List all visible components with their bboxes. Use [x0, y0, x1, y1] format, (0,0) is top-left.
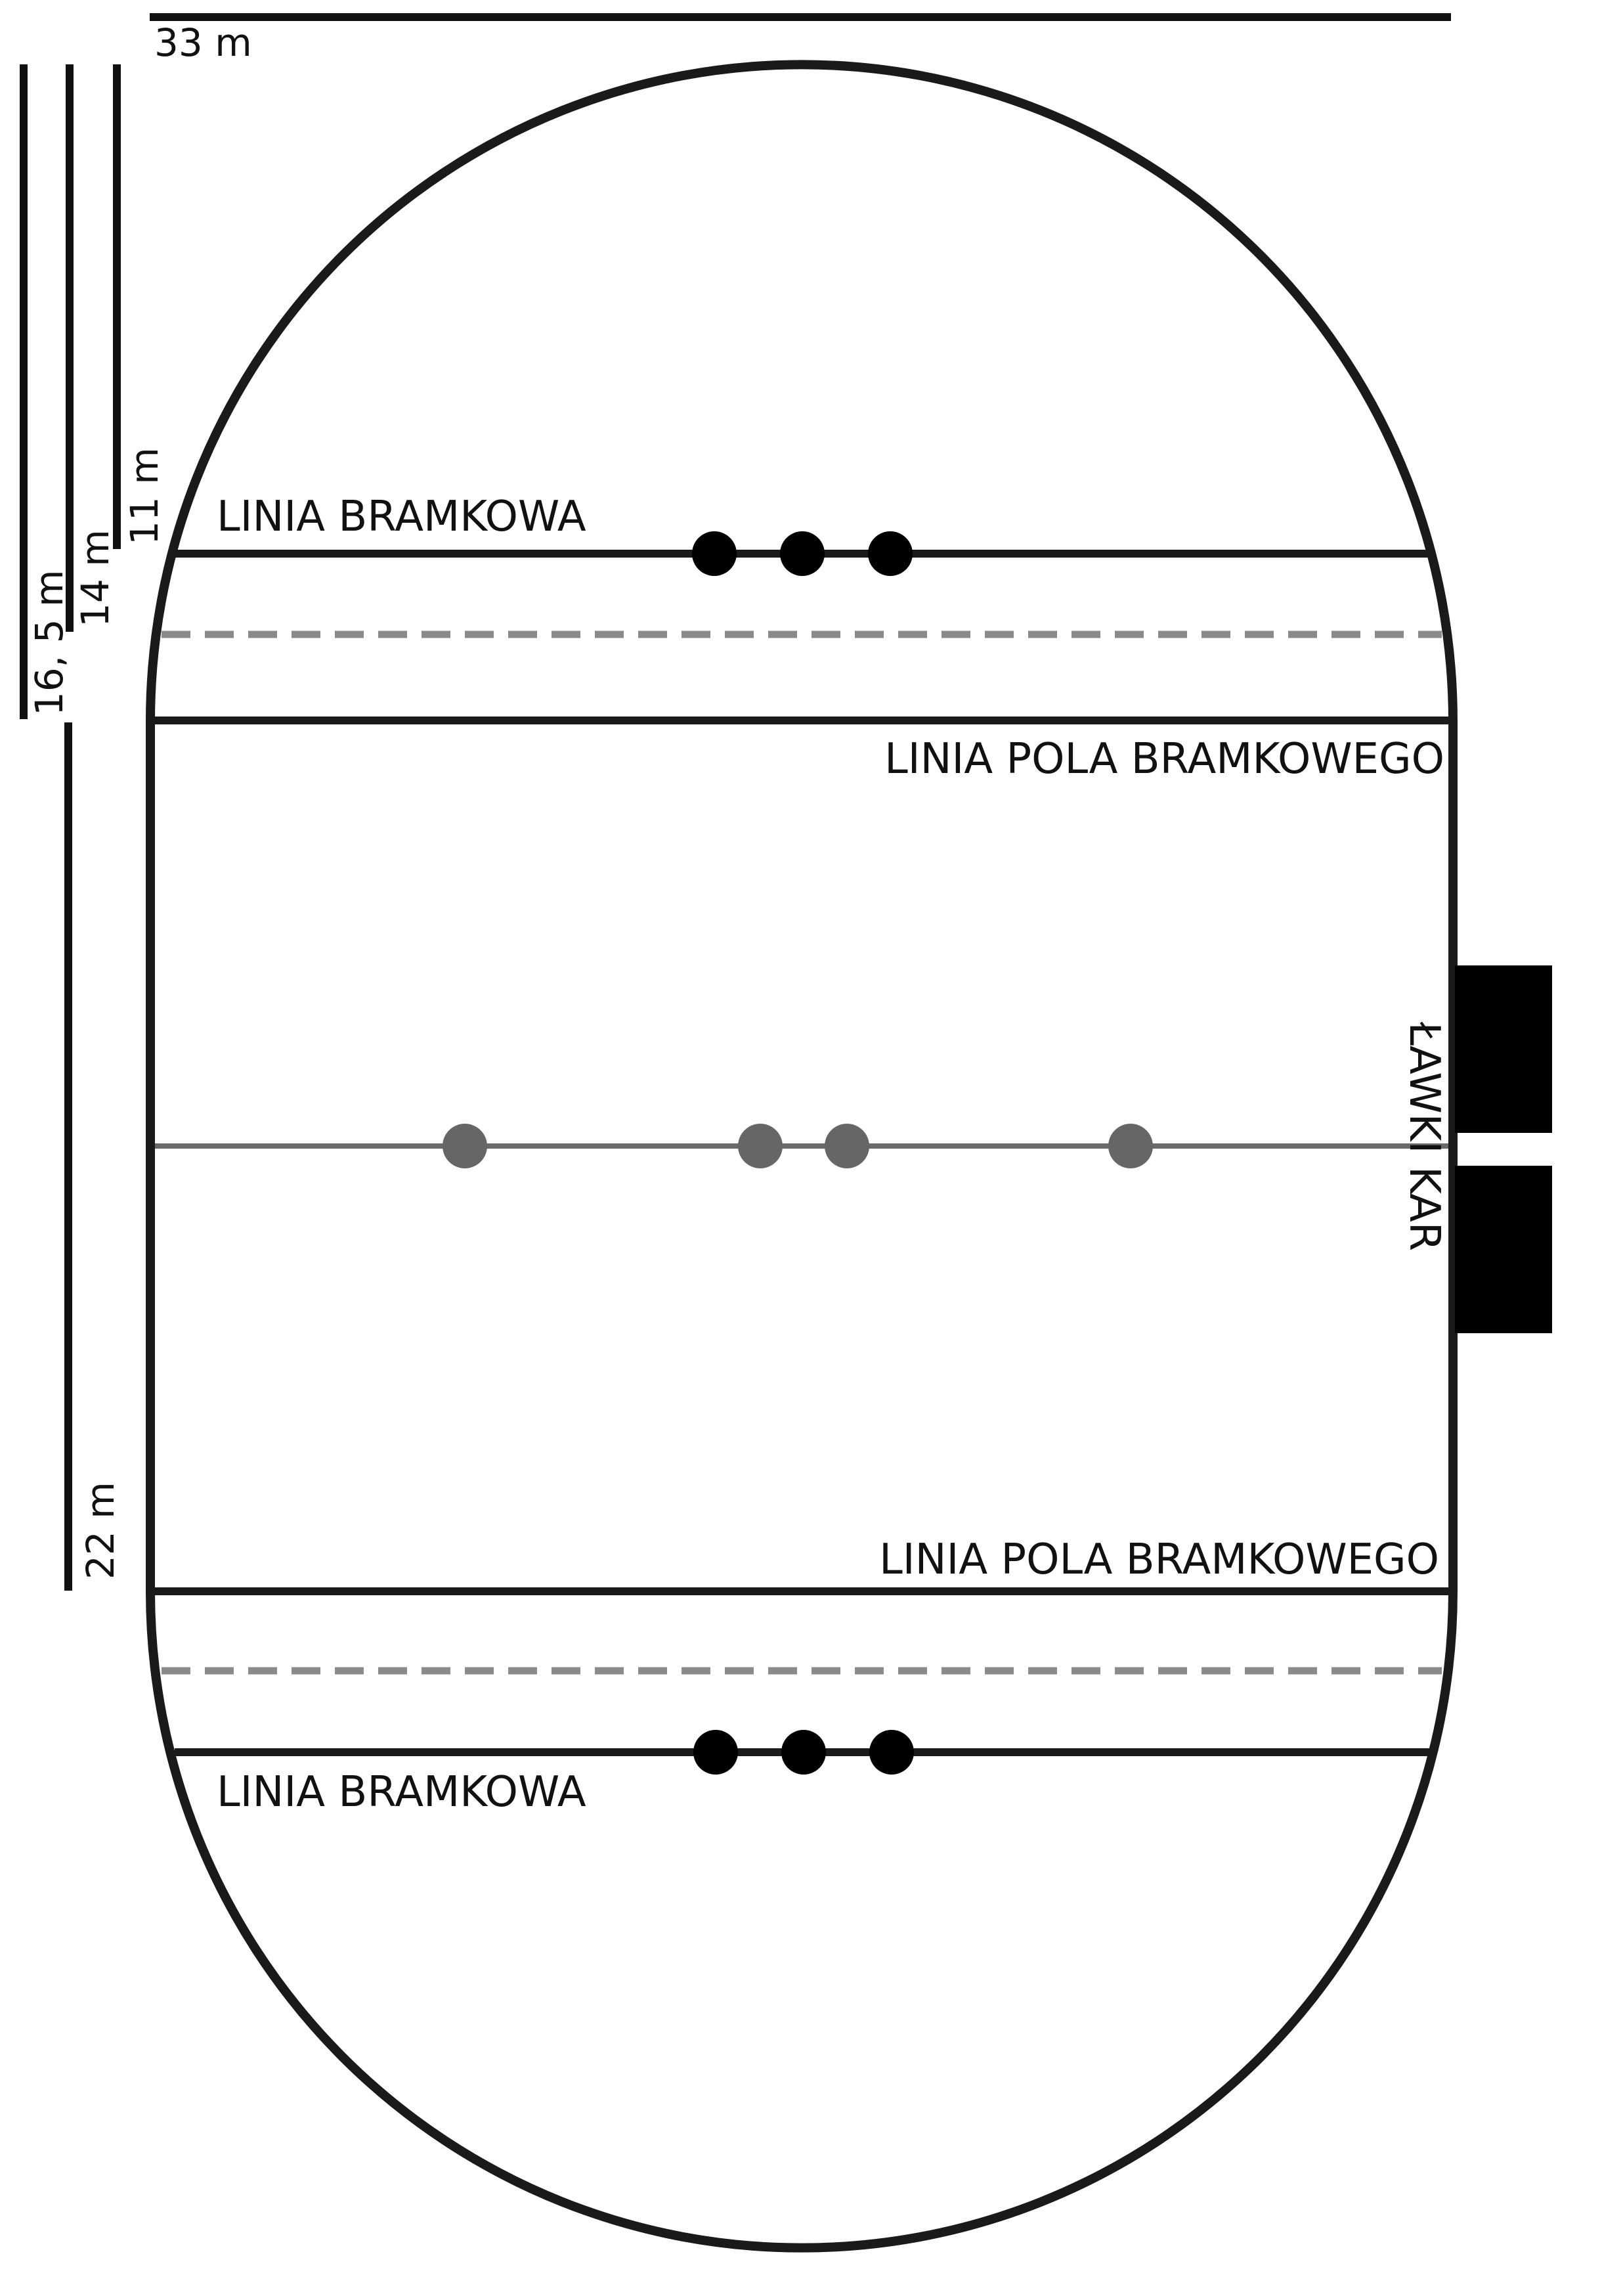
penalty-bench-lower — [1455, 1166, 1552, 1333]
label-goal-area-line-top: LINIA POLA BRAMKOWEGO — [884, 735, 1444, 784]
goal-post-bottom-right — [869, 1730, 914, 1775]
dim-label-16-5m: 16, 5 m — [27, 569, 72, 716]
goal-post-bottom-left — [693, 1730, 738, 1775]
dim-label-22m: 22 m — [78, 1482, 123, 1579]
label-goal-line-bottom: LINIA BRAMKOWA — [217, 1768, 586, 1817]
center-mark-3 — [825, 1124, 869, 1168]
dim-label-14m: 14 m — [73, 529, 118, 627]
label-goal-line-top: LINIA BRAMKOWA — [217, 493, 586, 541]
center-mark-2 — [738, 1124, 783, 1168]
field-outline — [146, 60, 1458, 2253]
dim-label-11m: 11 m — [122, 447, 167, 545]
goal-post-top-left — [692, 531, 737, 576]
center-mark-1 — [443, 1124, 487, 1168]
dim-label-33m: 33 m — [154, 20, 252, 65]
label-penalty-bench-1: ŁAWKI — [1400, 1021, 1448, 1153]
label-penalty-bench-2: KAR — [1400, 1166, 1448, 1251]
label-goal-area-line-bottom: LINIA POLA BRAMKOWEGO — [879, 1535, 1439, 1584]
goal-post-top-right — [868, 531, 913, 576]
center-mark-4 — [1108, 1124, 1153, 1168]
goal-post-bottom-center — [781, 1730, 826, 1775]
goal-post-top-center — [780, 531, 825, 576]
penalty-bench-upper — [1455, 965, 1552, 1133]
